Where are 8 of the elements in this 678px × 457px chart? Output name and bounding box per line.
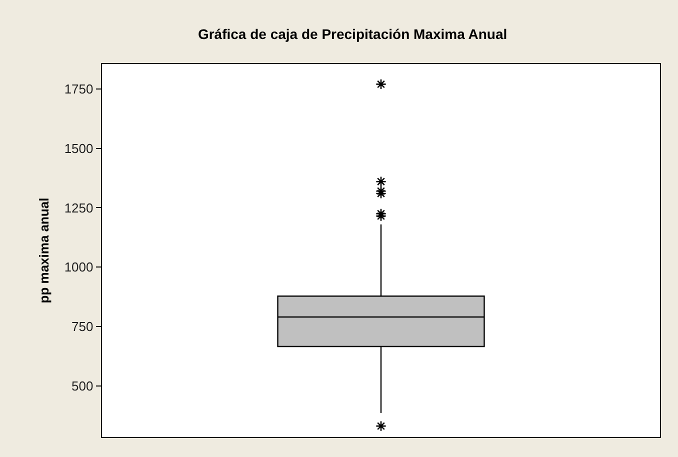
y-tick-label: 750 — [72, 319, 94, 334]
chart-title: Gráfica de caja de Precipitación Maxima Anual — [198, 26, 508, 42]
y-tick-label: 1500 — [64, 140, 94, 156]
y-tick-label: 500 — [72, 378, 94, 394]
y-tick-label: 1250 — [64, 200, 94, 216]
y-axis-title: pp maxima anual — [36, 198, 52, 304]
y-tick-label: 1000 — [64, 260, 94, 275]
y-tick-label: 1750 — [64, 82, 94, 96]
